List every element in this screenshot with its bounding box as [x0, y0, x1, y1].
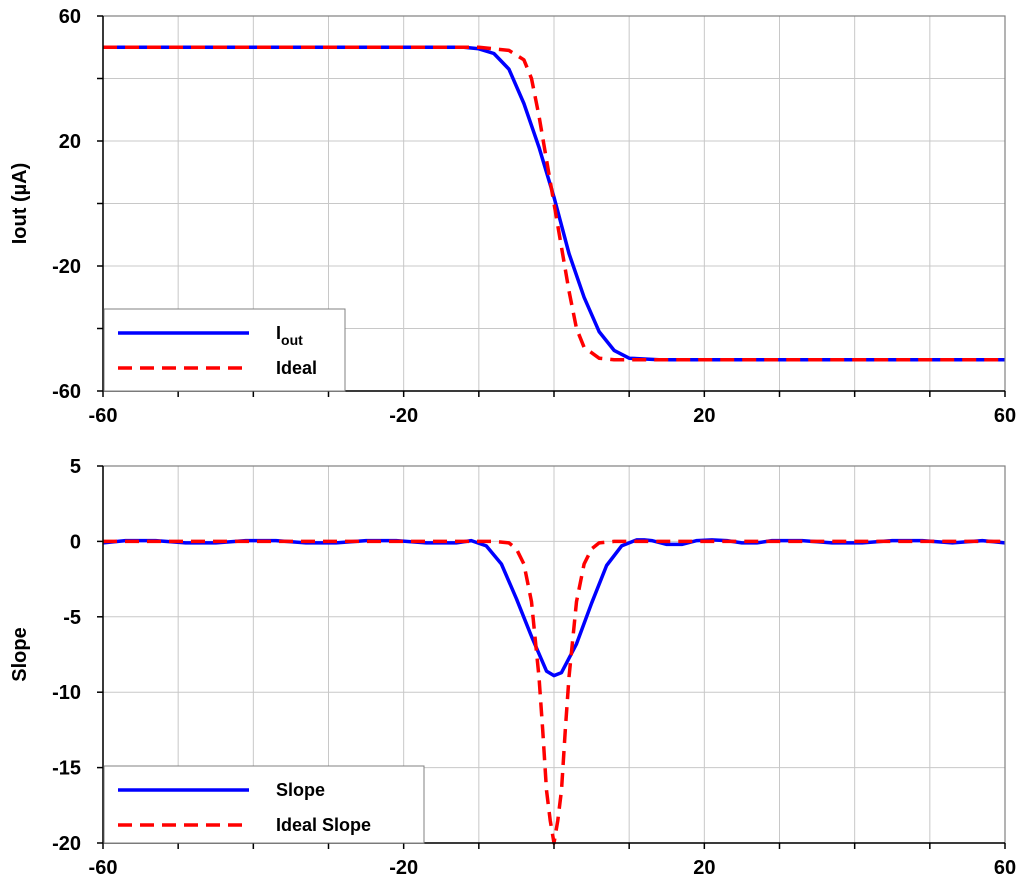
iout-panel: -60 -20 20 60 -60 -20 20 60 Iout (µA) Iout Ideal: [9, 6, 1016, 427]
x-tick-label: -20: [389, 405, 418, 427]
x-tick-label: 60: [994, 405, 1016, 427]
x-tick-label: 60: [994, 857, 1016, 879]
y-tick-label: -60: [52, 381, 81, 403]
slope-panel: -20 -15 -10 -5 0 5 -60 -20 20 60 Slope Slope Ideal S…: [9, 456, 1016, 879]
series-line-iout: [103, 45, 1005, 362]
x-tick-label: -60: [89, 405, 118, 427]
x-tick-label: 20: [693, 405, 715, 427]
y-tick-label: -10: [52, 682, 81, 704]
legend-label-ideal: Ideal: [276, 358, 317, 378]
legend-box: [103, 765, 425, 844]
y-tick-label: -15: [52, 758, 81, 780]
y-tick-label: -20: [52, 833, 81, 855]
y-axis-label: Slope: [9, 627, 31, 681]
legend-label-iout: Iout: [276, 323, 303, 348]
y-tick-label: 0: [70, 531, 81, 553]
x-tick-label: 20: [693, 857, 715, 879]
x-tick-label: -60: [89, 857, 118, 879]
x-tick-label: -20: [389, 857, 418, 879]
y-tick-label: -20: [52, 256, 81, 278]
y-tick-label: 20: [59, 131, 81, 153]
legend-label-ideal-slope: Ideal Slope: [276, 815, 371, 835]
series-line-ideal: [103, 45, 1005, 362]
y-axis-label: Iout (µA): [9, 163, 31, 245]
legend-box: [103, 308, 346, 392]
legend-label-slope: Slope: [276, 780, 325, 800]
y-tick-label: -5: [63, 607, 81, 629]
legend: Slope Ideal Slope: [103, 765, 425, 844]
y-tick-label: 5: [70, 456, 81, 478]
legend: Iout Ideal: [103, 308, 346, 392]
y-tick-label: 60: [59, 6, 81, 28]
